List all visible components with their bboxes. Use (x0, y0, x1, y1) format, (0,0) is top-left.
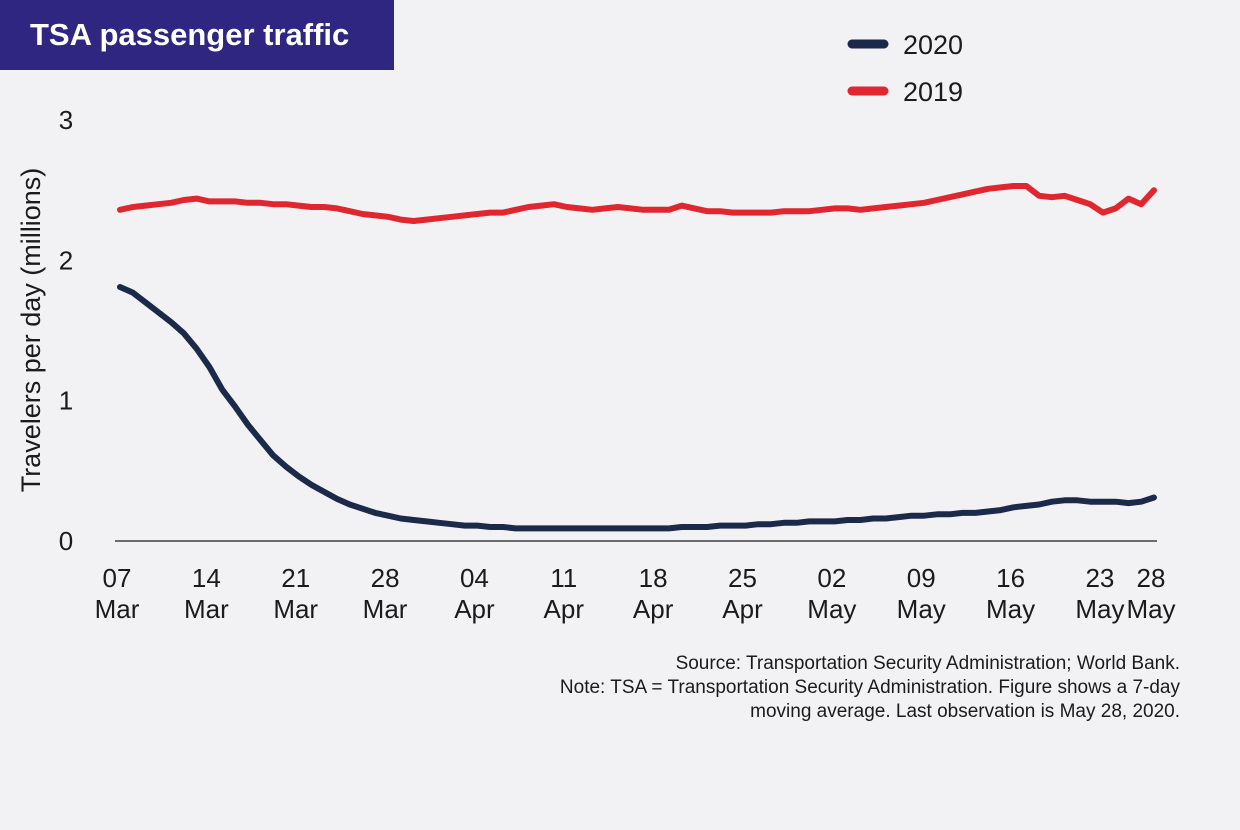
x-tick-label: 18 Apr (633, 563, 674, 624)
y-tick-label: 2 (59, 245, 73, 275)
x-tick-label: 09 May (897, 563, 946, 624)
chart-notes: Source: Transportation Security Administ… (460, 652, 1180, 724)
chart-legend: 2020 2019 (847, 30, 963, 107)
y-tick-label: 0 (59, 526, 73, 556)
series-line-2019 (117, 183, 1157, 224)
x-tick-label: 28 May (1126, 563, 1175, 624)
legend-label-2019: 2019 (903, 77, 963, 107)
x-tick-label: 28 Mar (363, 563, 408, 624)
legend-label-2020: 2020 (903, 30, 963, 60)
x-tick-label: 21 Mar (273, 563, 318, 624)
x-tick-label: 16 May (986, 563, 1035, 624)
x-tick-label: 14 Mar (184, 563, 229, 624)
x-axis: 07 Mar 14 Mar 21 Mar 28 Mar 04 Apr 11 Apr 18 Apr 25 Apr… (95, 563, 1176, 624)
series-layer (117, 183, 1157, 532)
x-tick-label: 23 May (1075, 563, 1124, 624)
chart-title: TSA passenger traffic (30, 17, 350, 52)
y-tick-label: 3 (59, 105, 73, 135)
line-chart: 2020 2019 0 1 2 3 Travelers per day (million… (16, 30, 1176, 624)
source-note: Source: Transportation Security Administ… (675, 653, 1180, 674)
x-tick-label: 04 Apr (454, 563, 495, 624)
x-tick-label: 02 May (807, 563, 856, 624)
series-line-2020 (117, 284, 1157, 532)
x-tick-label: 07 Mar (95, 563, 140, 624)
x-tick-label: 25 Apr (722, 563, 763, 624)
x-tick-label: 11 Apr (544, 563, 585, 624)
note-line-2: moving average. Last observation is May … (750, 701, 1180, 722)
chart-title-banner: TSA passenger traffic (0, 0, 394, 70)
y-axis-label: Travelers per day (millions) (16, 168, 46, 493)
y-tick-label: 1 (59, 386, 73, 416)
y-axis: 0 1 2 3 (59, 105, 73, 556)
note-line-1: Note: TSA = Transportation Security Admi… (559, 677, 1180, 698)
